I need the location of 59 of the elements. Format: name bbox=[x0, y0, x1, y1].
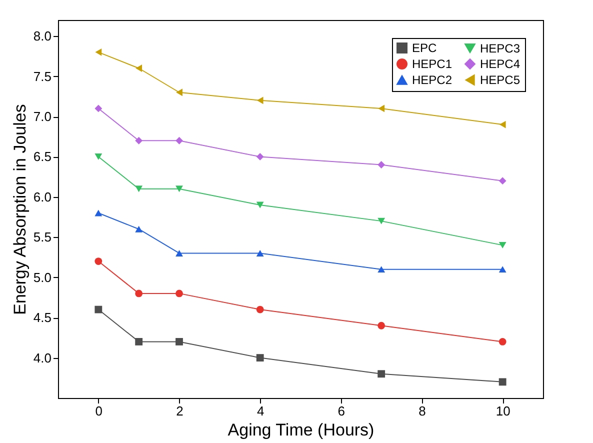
x-tick-label: 0 bbox=[95, 404, 103, 418]
y-tick-label: 8.0 bbox=[33, 28, 52, 44]
point bbox=[498, 177, 506, 185]
point bbox=[135, 226, 143, 232]
point bbox=[135, 186, 143, 192]
point bbox=[94, 154, 102, 160]
point bbox=[378, 161, 386, 168]
y-tick-label: 5.0 bbox=[33, 270, 52, 285]
point bbox=[94, 210, 102, 216]
point bbox=[378, 104, 385, 112]
point bbox=[256, 153, 264, 160]
point bbox=[378, 370, 386, 378]
legend-label: EPC bbox=[412, 41, 438, 55]
point bbox=[176, 186, 183, 192]
point bbox=[378, 266, 386, 273]
x-axis-title: Aging Time (Hours) bbox=[228, 420, 374, 440]
y-tick-label: 6.5 bbox=[33, 149, 52, 164]
point bbox=[498, 338, 506, 346]
legend-label: HEPC2 bbox=[412, 73, 452, 87]
point bbox=[135, 338, 143, 346]
y-tick-label: 6.0 bbox=[33, 189, 52, 204]
x-tick-label: 2 bbox=[176, 404, 184, 418]
point bbox=[176, 88, 182, 96]
point bbox=[498, 378, 506, 386]
point bbox=[94, 104, 102, 112]
point bbox=[176, 136, 183, 144]
y-tick-label: 4.0 bbox=[33, 350, 52, 366]
x-tick-label: 6 bbox=[338, 404, 346, 418]
y-tick-label: 7.0 bbox=[33, 109, 52, 124]
point bbox=[256, 250, 264, 256]
y-tick-label: 4.5 bbox=[33, 310, 52, 326]
x-tick-label: 8 bbox=[418, 404, 426, 418]
point bbox=[256, 354, 264, 362]
y-tick-label: 5.5 bbox=[33, 230, 52, 245]
point bbox=[135, 136, 143, 144]
x-tick-label: 10 bbox=[496, 404, 510, 418]
point bbox=[136, 64, 142, 72]
point bbox=[95, 48, 102, 56]
point bbox=[256, 202, 264, 208]
point bbox=[176, 290, 183, 298]
y-axis-title: Energy Absorption in Joules bbox=[10, 104, 30, 315]
legend-label: HEPC5 bbox=[480, 73, 520, 87]
point bbox=[256, 306, 264, 314]
point bbox=[94, 258, 102, 265]
point bbox=[498, 266, 506, 273]
legend-label: HEPC4 bbox=[480, 57, 520, 71]
point bbox=[176, 250, 183, 256]
legend-label: HEPC3 bbox=[480, 41, 520, 56]
point bbox=[256, 96, 264, 104]
point bbox=[498, 242, 506, 248]
point bbox=[378, 218, 386, 224]
point bbox=[94, 306, 102, 314]
y-tick-label: 7.5 bbox=[33, 68, 52, 84]
point bbox=[378, 322, 386, 330]
point bbox=[135, 290, 143, 298]
legend-label: HEPC1 bbox=[412, 57, 452, 71]
x-tick-label: 4 bbox=[256, 404, 264, 418]
point bbox=[176, 338, 183, 346]
point bbox=[499, 120, 506, 128]
